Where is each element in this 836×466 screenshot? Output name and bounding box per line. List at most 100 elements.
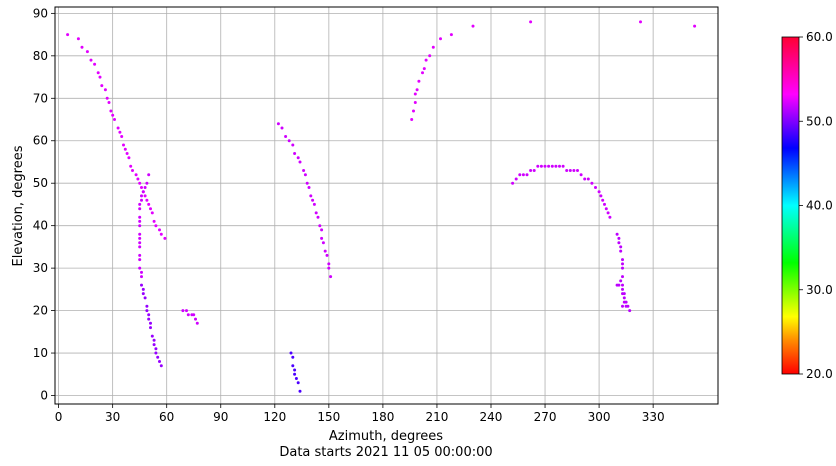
data-point <box>558 164 561 168</box>
data-point <box>159 364 163 368</box>
colorbar-tick-label: 40.0 <box>806 199 833 213</box>
data-point <box>415 88 419 92</box>
x-tick-label: 60 <box>159 410 174 424</box>
data-point <box>601 198 605 202</box>
y-axis-label: Elevation, degrees <box>11 145 26 266</box>
data-point <box>296 156 300 160</box>
data-point <box>323 249 327 253</box>
data-point <box>413 92 417 96</box>
data-point <box>318 224 322 228</box>
colorbar-tick-label: 20.0 <box>806 367 833 381</box>
data-point <box>89 58 93 62</box>
data-point <box>410 118 414 121</box>
data-point <box>149 207 152 211</box>
data-point <box>163 236 167 240</box>
y-tick-label: 30 <box>33 261 48 275</box>
data-point <box>140 275 143 279</box>
data-point <box>568 169 572 172</box>
data-point <box>134 173 138 177</box>
data-point <box>113 118 116 121</box>
colorbar-tick-label: 60.0 <box>806 30 833 44</box>
data-point <box>619 249 623 253</box>
data-point <box>147 317 151 321</box>
data-point <box>145 181 149 185</box>
grid <box>55 7 718 404</box>
data-point <box>576 169 579 172</box>
data-point <box>149 326 152 330</box>
data-point <box>143 296 147 300</box>
data-point <box>287 139 291 143</box>
data-point <box>111 113 115 117</box>
data-point <box>439 37 442 41</box>
data-point <box>529 20 533 24</box>
data-point <box>320 236 324 240</box>
data-point <box>138 219 142 223</box>
data-point <box>141 292 145 296</box>
data-point <box>100 84 104 88</box>
data-point <box>428 54 432 58</box>
data-point <box>314 211 318 215</box>
data-point <box>621 304 624 308</box>
data-point <box>154 224 158 228</box>
data-point <box>604 207 608 211</box>
data-point <box>138 245 142 249</box>
data-point <box>96 71 100 75</box>
data-point <box>120 135 124 138</box>
data-point <box>138 232 142 236</box>
data-point <box>525 173 529 177</box>
y-tick-label: 20 <box>33 304 48 318</box>
data-point <box>608 215 612 219</box>
data-point <box>138 241 142 245</box>
data-point <box>93 62 97 66</box>
data-point <box>76 37 80 41</box>
data-point <box>129 164 133 168</box>
data-point <box>321 241 325 245</box>
data-point <box>116 126 120 130</box>
data-point <box>606 211 610 215</box>
data-point <box>599 194 603 198</box>
colorbar <box>781 36 800 375</box>
data-point <box>561 164 565 168</box>
data-point <box>521 173 525 177</box>
data-point <box>293 372 297 376</box>
x-tick-label: 330 <box>642 410 665 424</box>
y-tick-label: 40 <box>33 219 48 233</box>
data-point <box>622 296 626 300</box>
data-point <box>294 377 298 380</box>
data-point <box>329 275 333 279</box>
data-point <box>181 309 185 313</box>
data-point <box>118 130 122 134</box>
plot-frame <box>54 6 719 405</box>
data-point <box>141 287 145 291</box>
data-point <box>138 224 142 228</box>
data-point <box>621 258 624 262</box>
data-point <box>140 198 143 202</box>
data-point <box>195 321 199 325</box>
data-point <box>138 266 142 270</box>
x-tick-label: 30 <box>105 410 120 424</box>
data-point <box>276 122 280 126</box>
data-point <box>617 241 621 245</box>
y-tick-label: 70 <box>33 91 48 105</box>
data-point <box>603 202 606 206</box>
data-point <box>417 79 421 83</box>
data-point <box>586 177 590 181</box>
data-point <box>85 50 89 54</box>
data-point <box>298 389 302 393</box>
data-point <box>449 33 453 37</box>
data-point <box>131 169 134 172</box>
data-point <box>138 258 142 262</box>
data-point <box>305 181 309 185</box>
data-point <box>514 177 518 181</box>
data-point <box>149 321 152 325</box>
data-point <box>421 71 424 75</box>
data-point <box>412 109 415 113</box>
x-tick-label: 270 <box>534 410 557 424</box>
x-tick-label: 240 <box>480 410 503 424</box>
data-point <box>105 96 109 100</box>
data-point <box>291 364 295 368</box>
data-point <box>138 253 142 257</box>
data-point <box>66 33 70 37</box>
